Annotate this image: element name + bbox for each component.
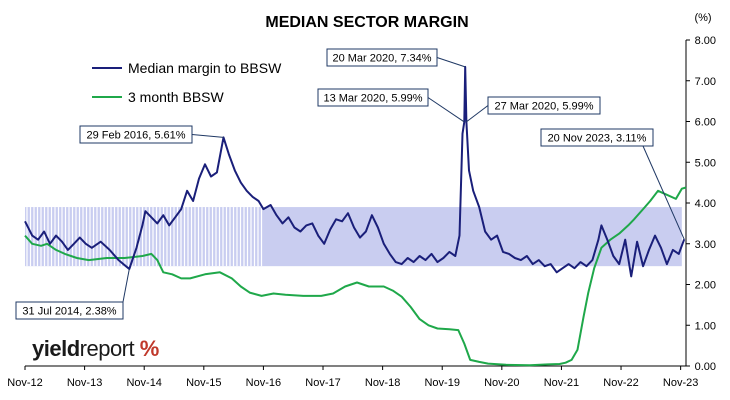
annotation-box [15, 301, 124, 320]
x-tick-label: Nov-22 [603, 377, 638, 389]
y-tick-label: 1.00 [695, 320, 716, 332]
y-tick-label: 4.00 [695, 198, 716, 210]
series [24, 65, 687, 367]
yieldreport-logo: yieldreport % [32, 336, 159, 362]
annotation-leader-line [191, 134, 224, 138]
y-tick-label: 5.00 [695, 157, 716, 169]
annotation-leader-line [466, 105, 489, 123]
x-tick-label: Nov-20 [484, 377, 519, 389]
y-tick-label: 2.00 [695, 280, 716, 292]
x-tick-label: Nov-19 [424, 377, 459, 389]
annotation-box [487, 96, 601, 115]
legend: Median margin to BBSW 3 month BBSW [92, 60, 282, 105]
annotations: 20 Mar 2020, 7.34% 13 Mar 2020, 5.99% 27 M… [15, 48, 685, 320]
legend-label-3m-bbsw: 3 month BBSW [128, 89, 224, 105]
annotation-label: 20 Mar 2020, 7.34% [332, 53, 431, 65]
annotation-leader-line [122, 268, 130, 303]
chart-title: MEDIAN SECTOR MARGIN [265, 14, 468, 31]
x-tick-label: Nov-14 [126, 377, 161, 389]
logo-yield-text: yield [32, 336, 80, 361]
y-tick-label: 0.00 [695, 361, 716, 373]
annotation-leader-line [436, 57, 466, 68]
legend-label-median-margin: Median margin to BBSW [128, 60, 282, 76]
x-tick-label: Nov-16 [246, 377, 281, 389]
x-tick-label: Nov-15 [186, 377, 221, 389]
series-line-median-margin [24, 65, 686, 278]
logo-percent-mark: % [139, 336, 160, 361]
x-tick-label: Nov-13 [67, 377, 102, 389]
y-tick-label: 8.00 [695, 35, 716, 47]
annotation-label: 13 Mar 2020, 5.99% [323, 93, 422, 105]
y-tick-label: 7.00 [695, 76, 716, 88]
x-tick-label: Nov-23 [663, 377, 698, 389]
series-line-3m-bbsw [24, 186, 687, 367]
x-tick-label: Nov-18 [365, 377, 400, 389]
y-tick-label: 3.00 [695, 239, 716, 251]
y-tick-label: 6.00 [695, 117, 716, 129]
annotation-leader-line [427, 97, 465, 123]
logo-report-text: report [79, 336, 135, 361]
x-tick-label: Nov-17 [305, 377, 340, 389]
annotation-label: 29 Feb 2016, 5.61% [86, 130, 185, 142]
axes: 0.00 1.00 2.00 3.00 4.00 5.00 6.00 7.00 8.00 Nov-… [7, 35, 716, 389]
annotation-leader-line [642, 145, 685, 240]
x-tick-label: Nov-21 [544, 377, 579, 389]
annotation-box [317, 88, 429, 107]
annotation-label: 20 Nov 2023, 3.11% [548, 133, 647, 145]
annotation-box [79, 125, 193, 144]
unit-label: (%) [694, 12, 711, 24]
annotation-label: 31 Jul 2014, 2.38% [22, 306, 116, 318]
x-tick-label: Nov-12 [7, 377, 42, 389]
annotation-box [326, 48, 438, 67]
annotation-label: 27 Mar 2020, 5.99% [494, 101, 593, 113]
annotation-box [540, 128, 654, 147]
